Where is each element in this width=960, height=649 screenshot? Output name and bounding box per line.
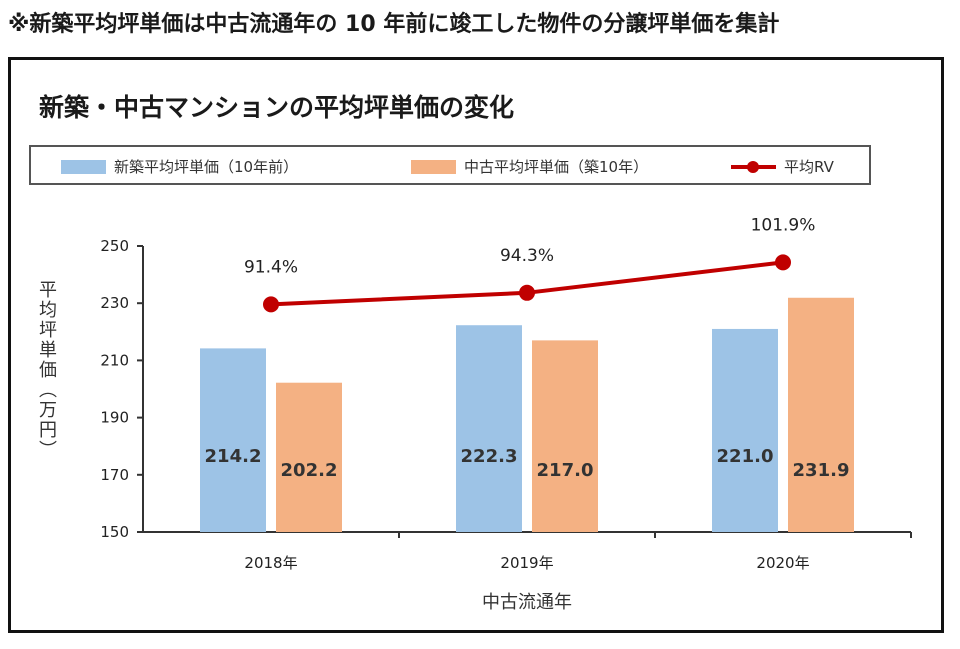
rv-point xyxy=(519,284,535,301)
bar-data-label: 231.9 xyxy=(793,460,850,481)
y-tick-label: 190 xyxy=(100,409,129,427)
bar-data-label: 202.2 xyxy=(281,460,338,481)
legend-swatch-rv xyxy=(731,160,776,174)
x-tick-label: 2020年 xyxy=(756,554,809,572)
bar xyxy=(200,348,266,532)
legend-swatch-new xyxy=(61,159,106,174)
bar-data-label: 217.0 xyxy=(537,460,594,481)
legend-item-rv: 平均RV xyxy=(731,156,834,177)
legend-label-rv: 平均RV xyxy=(784,158,834,176)
rv-data-label: 101.9% xyxy=(751,215,816,235)
y-axis-title: 平均坪単価（万円） xyxy=(36,280,57,460)
y-tick-label: 170 xyxy=(100,466,129,484)
y-tick-label: 150 xyxy=(100,523,129,541)
x-tick-label: 2018年 xyxy=(244,554,297,572)
y-tick-label: 210 xyxy=(100,351,129,369)
rv-point xyxy=(263,296,279,313)
x-axis-title: 中古流通年 xyxy=(482,592,572,613)
bar-data-label: 214.2 xyxy=(205,446,262,467)
y-tick-label: 230 xyxy=(100,294,129,312)
bar-data-label: 221.0 xyxy=(717,446,774,467)
chart-title: 新築・中古マンションの平均坪単価の変化 xyxy=(39,93,515,122)
legend-swatch-used xyxy=(411,159,456,174)
legend-item-used: 中古平均坪単価（築10年） xyxy=(411,156,648,177)
legend-label-new: 新築平均坪単価（10年前） xyxy=(114,158,299,176)
bar xyxy=(532,340,598,532)
bar xyxy=(276,382,342,532)
chart-frame: 新築・中古マンションの平均坪単価の変化 新築平均坪単価（10年前） 中古平均坪単… xyxy=(8,57,944,633)
bar xyxy=(788,297,854,532)
bar xyxy=(712,328,778,532)
legend: 新築平均坪単価（10年前） 中古平均坪単価（築10年） 平均RV xyxy=(29,145,871,185)
rv-data-label: 94.3% xyxy=(500,246,554,266)
x-tick-label: 2019年 xyxy=(500,554,553,572)
legend-item-new: 新築平均坪単価（10年前） xyxy=(61,156,298,177)
chart-plot: 150 170 190 210 230 250 2018年 214.2 202.2 2019年 22… xyxy=(100,215,912,613)
bar xyxy=(456,325,522,532)
rv-point xyxy=(775,254,791,271)
rv-data-label: 91.4% xyxy=(244,257,298,277)
legend-label-used: 中古平均坪単価（築10年） xyxy=(464,158,649,176)
footnote: ※新築平均坪単価は中古流通年の 10 年前に竣工した物件の分譲坪単価を集計 xyxy=(8,12,780,37)
y-tick-label: 250 xyxy=(100,237,129,255)
bar-data-label: 222.3 xyxy=(461,446,518,467)
